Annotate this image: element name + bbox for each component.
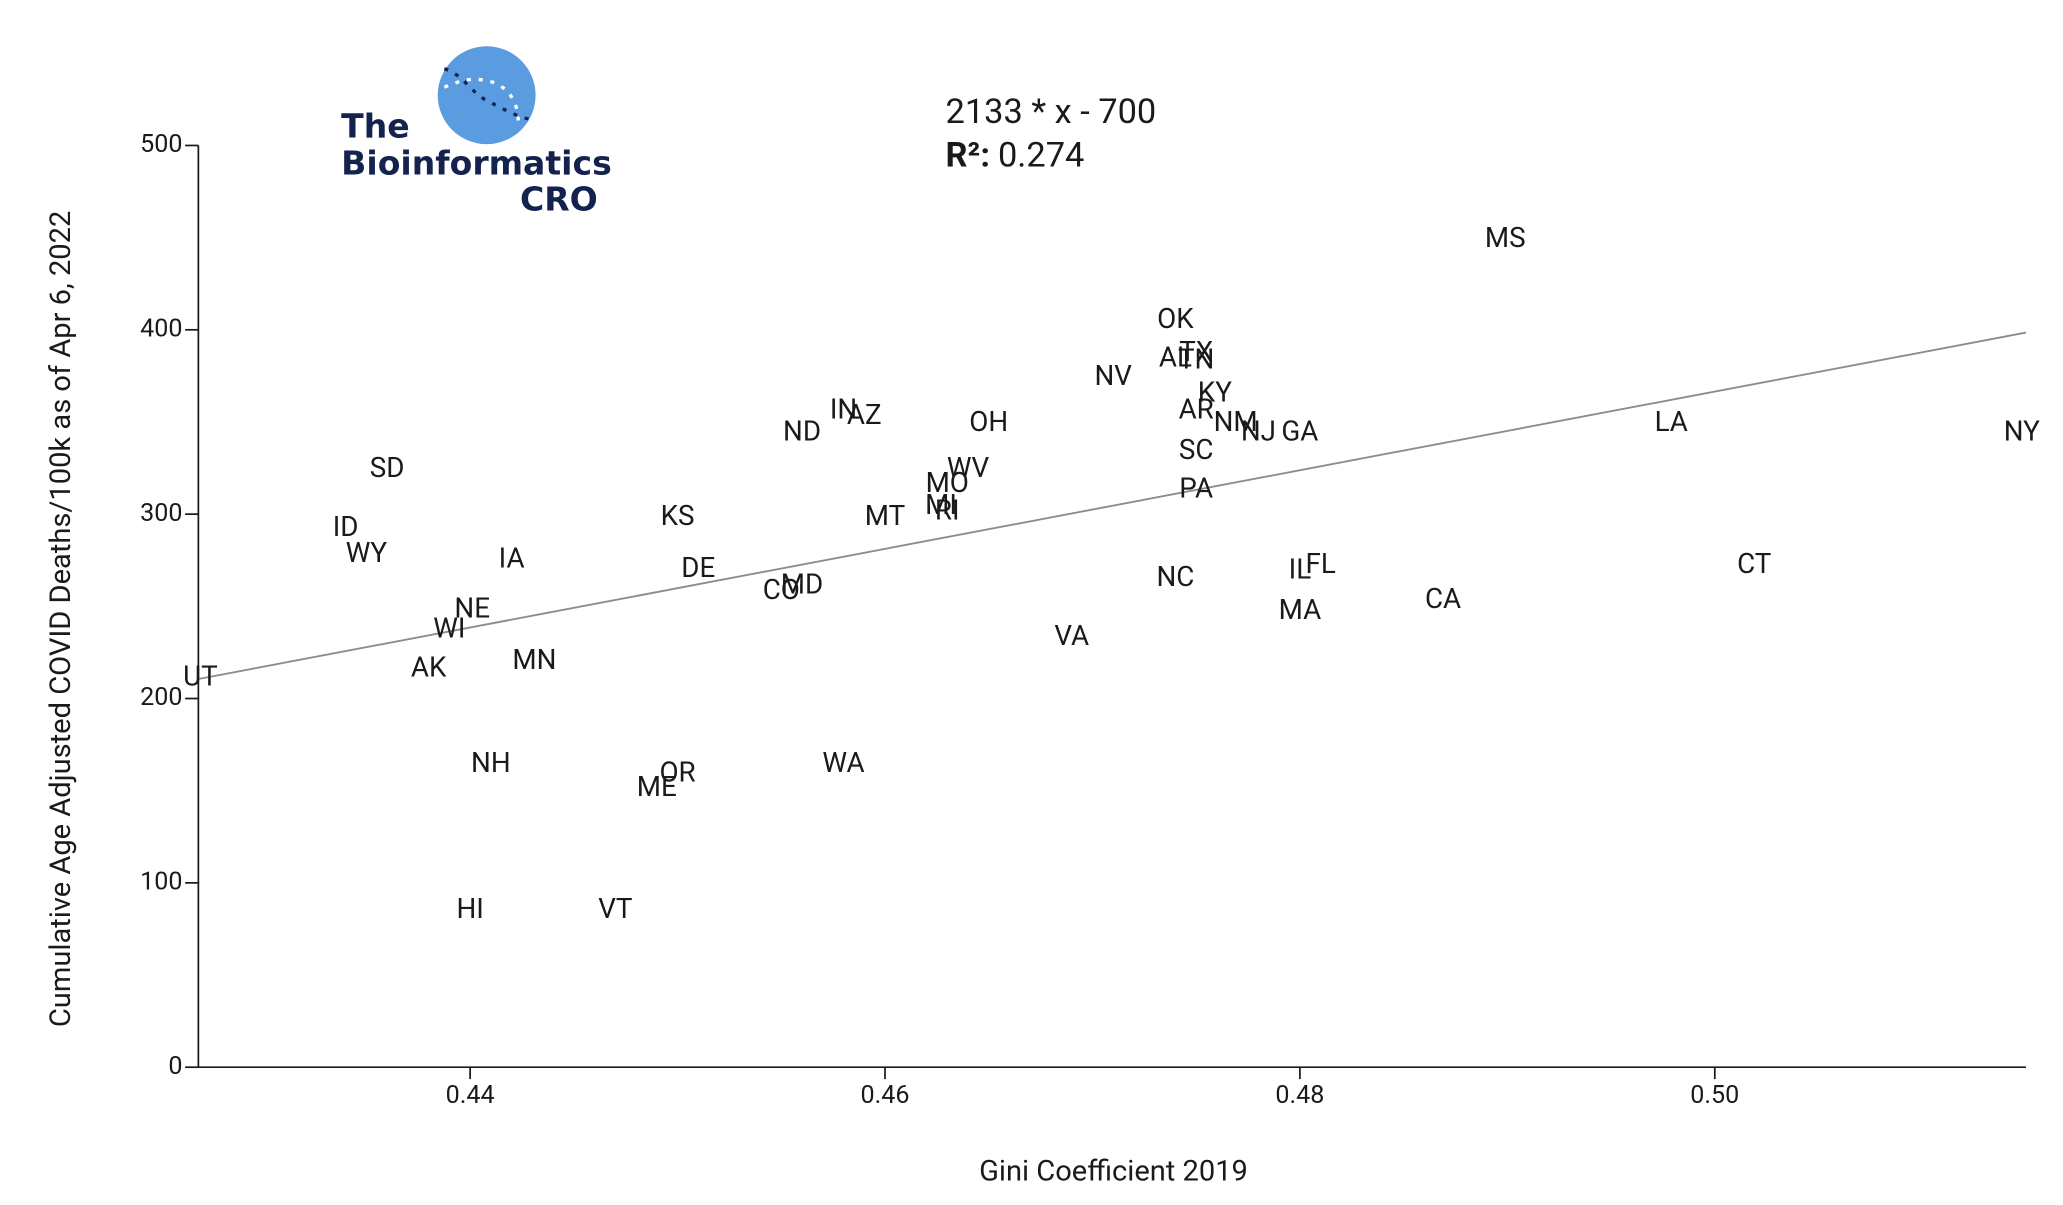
point-label: SC	[1179, 433, 1214, 466]
point-label: OK	[1157, 302, 1194, 335]
point-label: AK	[411, 650, 447, 683]
point-label: NJ	[1241, 414, 1276, 447]
point-label: WY	[346, 536, 388, 569]
point-label: RI	[935, 494, 960, 527]
point-label: MD	[781, 567, 823, 600]
point-label: ND	[783, 414, 821, 447]
logo-strand	[443, 77, 521, 125]
point-label: TX	[1179, 335, 1213, 368]
r2-annotation: R²: 0.274	[946, 135, 1085, 175]
point-label: ID	[333, 510, 359, 543]
point-label: WI	[433, 612, 465, 645]
regression-line	[198, 331, 2027, 680]
point-label: IL	[1289, 553, 1312, 586]
point-label: OH	[969, 405, 1008, 438]
point-label: LA	[1655, 405, 1688, 438]
point-label: MS	[1485, 221, 1526, 254]
point-label: MO	[926, 466, 969, 499]
logo: The Bioinformatics CRO	[341, 46, 612, 218]
point-label: TN	[1178, 342, 1214, 375]
y-tick-label: 400	[140, 314, 182, 343]
point-label: MN	[512, 643, 556, 676]
logo-circle	[437, 46, 536, 145]
point-label: VA	[1054, 619, 1089, 652]
point-label: CO	[763, 573, 800, 606]
point-label: NY	[2004, 414, 2040, 447]
point-label: NH	[471, 746, 511, 779]
point-label: KS	[661, 499, 695, 532]
point-label: HI	[456, 892, 483, 925]
point-label: AL	[1159, 341, 1192, 374]
point-label: DE	[681, 551, 715, 584]
x-axis-label: Gini Coefficient 2019	[979, 1155, 1248, 1189]
point-label: VT	[598, 892, 632, 925]
point-label: CT	[1737, 547, 1771, 580]
point-label: UT	[183, 660, 218, 693]
point-label: NV	[1094, 359, 1132, 392]
point-label: WV	[947, 451, 990, 484]
y-tick-label: 100	[140, 867, 182, 896]
logo-text: Bioinformatics	[341, 144, 612, 183]
point-label: AZ	[847, 398, 882, 431]
point-label: IN	[830, 392, 857, 425]
x-tick-label: 0.44	[446, 1081, 495, 1110]
point-label: WA	[822, 746, 864, 779]
logo-text: CRO	[520, 179, 598, 218]
point-label: NC	[1156, 560, 1194, 593]
x-tick-label: 0.48	[1275, 1081, 1324, 1110]
y-tick-label: 300	[140, 499, 182, 528]
point-label: MT	[865, 499, 905, 532]
y-tick-label: 0	[168, 1052, 182, 1081]
point-label: PA	[1179, 472, 1213, 505]
point-label: OR	[659, 755, 695, 788]
fit-equation: 2133 * x - 700	[946, 92, 1157, 132]
point-label: SD	[370, 451, 405, 484]
point-label: MA	[1279, 593, 1322, 626]
point-label: CA	[1425, 582, 1461, 615]
point-label: NM	[1214, 405, 1258, 438]
y-axis-label: Cumulative Age Adjusted COVID Deaths/100…	[44, 211, 78, 1027]
point-label: ME	[637, 770, 677, 803]
r2-label: R²:	[946, 135, 991, 175]
point-label: IA	[499, 542, 525, 575]
point-label: NE	[454, 591, 490, 624]
logo-text: The	[341, 107, 409, 146]
y-tick-label: 200	[140, 683, 182, 712]
point-label: GA	[1281, 414, 1318, 447]
point-label: AR	[1179, 392, 1214, 425]
x-tick-label: 0.50	[1690, 1081, 1739, 1110]
point-label: MI	[925, 488, 957, 521]
point-label: KY	[1198, 376, 1232, 409]
point-label: FL	[1305, 547, 1335, 580]
r2-value: 0.274	[998, 135, 1084, 175]
y-tick-label: 500	[140, 130, 182, 159]
x-tick-label: 0.46	[861, 1081, 910, 1110]
